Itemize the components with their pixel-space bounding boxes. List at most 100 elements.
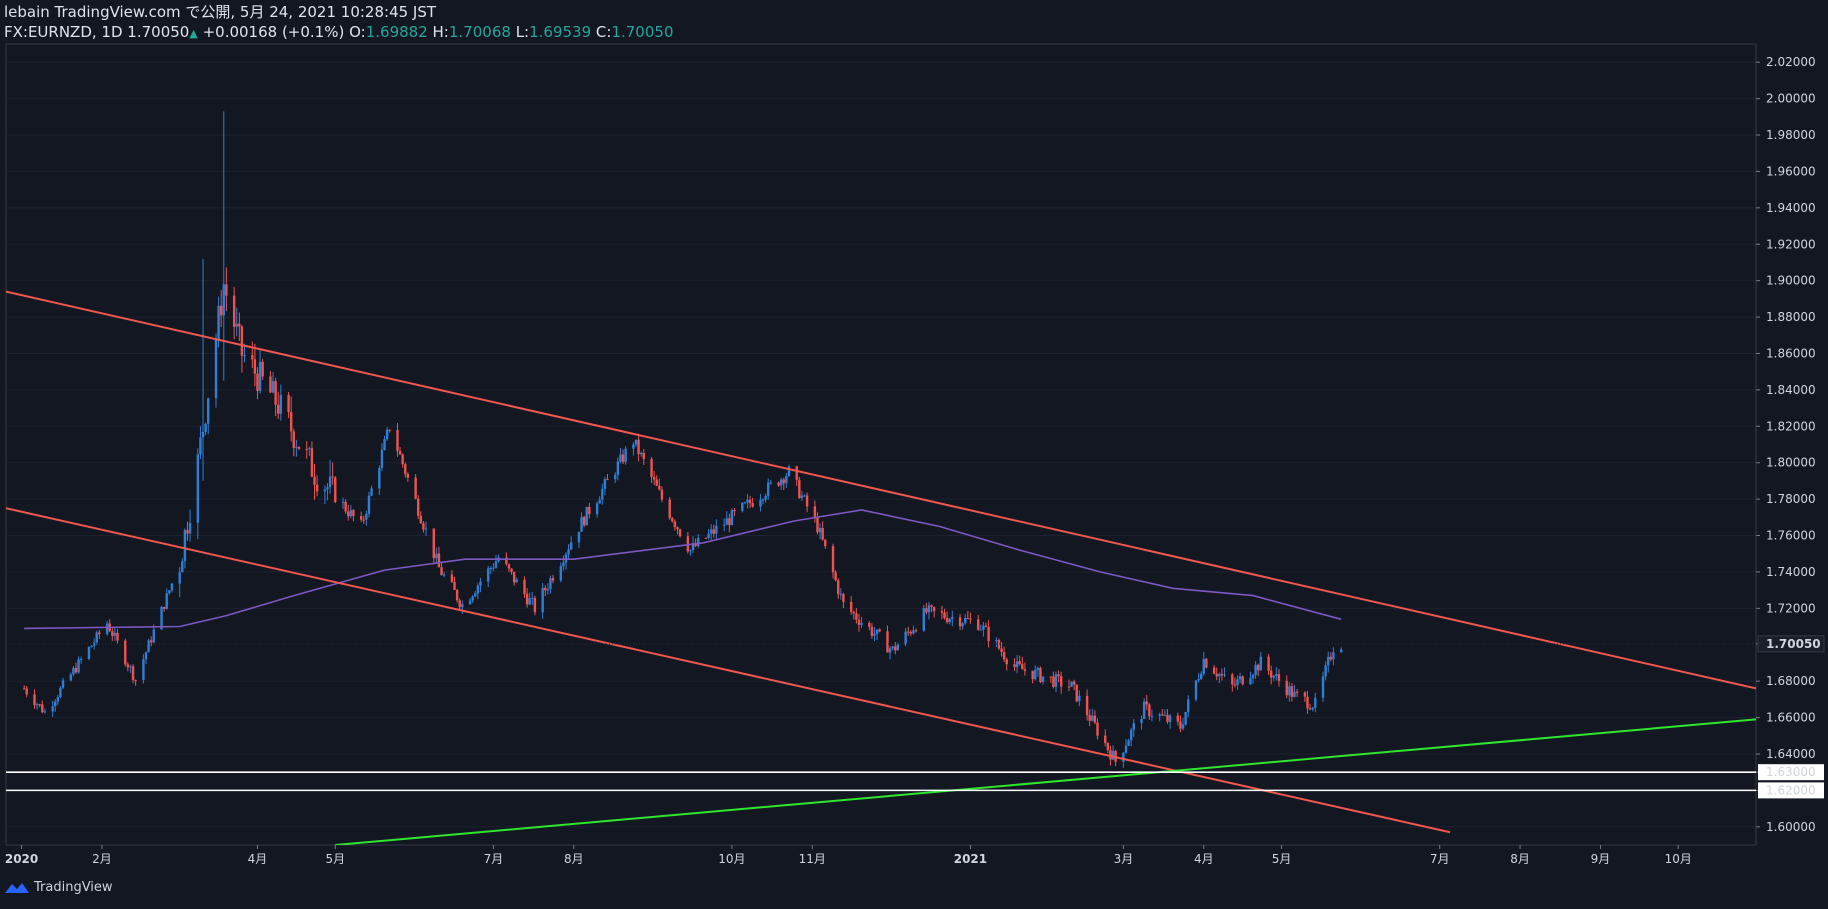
candle-body: [95, 632, 98, 643]
candle: [69, 672, 73, 682]
footer-brand: TradingView: [34, 880, 113, 895]
candle-body: [834, 572, 837, 581]
candle: [995, 637, 998, 647]
candle-body: [655, 479, 658, 486]
y-tick-label: 1.94000: [1766, 201, 1816, 215]
candle: [38, 703, 41, 708]
candle-body: [606, 479, 609, 481]
candle-body: [707, 533, 710, 538]
candle-body: [238, 323, 241, 327]
time-axis[interactable]: 2020 2月 4月 5月 7月 8月 10月 11月 2021 3月 4月 5月 7月 8月 9月 10月: [5, 845, 1692, 866]
y-tick-label: 1.86000: [1766, 346, 1816, 360]
candle: [1088, 709, 1091, 727]
candle-body: [1269, 670, 1273, 678]
candle: [795, 465, 798, 486]
candle: [1295, 689, 1299, 698]
candle-body: [642, 452, 645, 460]
candle-body: [1111, 750, 1115, 760]
candle-body: [1272, 675, 1275, 678]
candle: [417, 495, 420, 520]
low-value: 1.69539: [529, 23, 592, 41]
candle: [256, 367, 259, 400]
candle: [927, 601, 931, 620]
candle-body: [912, 630, 915, 634]
candle: [1197, 672, 1200, 683]
candle: [652, 470, 656, 486]
candle: [1231, 672, 1234, 692]
candle: [671, 516, 674, 523]
candle-body: [253, 359, 257, 374]
candle-body: [468, 600, 472, 605]
candle: [621, 449, 625, 465]
candle-body: [966, 617, 970, 619]
candle: [289, 396, 293, 442]
candle: [779, 477, 783, 490]
candle-body: [349, 510, 353, 517]
candle-body: [380, 449, 384, 468]
y-tick-label: 2.00000: [1766, 92, 1816, 106]
candle-body: [22, 688, 26, 690]
candle-body: [289, 412, 293, 432]
candle: [201, 258, 205, 481]
candle-body: [637, 439, 640, 455]
candle: [35, 702, 39, 710]
candle-body: [365, 513, 368, 520]
candle-body: [907, 631, 910, 633]
candle: [1049, 676, 1053, 683]
candle-body: [852, 611, 855, 614]
candle-body: [1127, 740, 1130, 746]
candle-body: [479, 581, 482, 586]
candle-body: [323, 489, 327, 492]
candle: [92, 638, 96, 650]
candle-body: [1078, 695, 1081, 702]
candle: [98, 629, 101, 639]
candle-body: [367, 495, 371, 514]
candle: [476, 583, 480, 600]
candle: [1023, 662, 1027, 676]
candle: [238, 312, 241, 341]
candle-body: [455, 589, 459, 601]
candle: [831, 543, 835, 579]
candle-body: [1257, 664, 1260, 671]
candle: [746, 493, 749, 509]
candle-body: [295, 446, 298, 448]
candle: [489, 566, 493, 575]
candle: [74, 662, 78, 674]
candle-body: [243, 355, 246, 357]
trendline: [6, 507, 1451, 834]
candle: [878, 628, 881, 633]
y-tick-label: 1.76000: [1766, 529, 1816, 543]
open-value: 1.69882: [365, 23, 428, 41]
candle-body: [453, 581, 456, 590]
candle: [800, 490, 804, 502]
candle: [359, 511, 363, 523]
candle-body: [562, 562, 565, 567]
candle-body: [1220, 674, 1224, 676]
candle-body: [709, 529, 713, 534]
candle: [697, 534, 700, 548]
candle: [743, 501, 747, 504]
candle: [886, 625, 889, 653]
y-tick-label: 1.74000: [1766, 565, 1816, 579]
candle: [1091, 708, 1094, 722]
candle: [453, 576, 456, 591]
candle: [1194, 679, 1198, 702]
candle-body: [183, 529, 187, 562]
candle: [1166, 709, 1169, 724]
candle-body: [134, 679, 137, 681]
candle: [805, 492, 809, 513]
candle: [344, 499, 347, 514]
candle: [1021, 656, 1024, 670]
candle: [305, 440, 308, 459]
candle-body: [142, 659, 145, 681]
candle-body: [1324, 665, 1327, 677]
candle: [875, 629, 879, 640]
candle: [297, 446, 301, 450]
candle: [279, 384, 283, 421]
candle: [987, 620, 990, 648]
price-axis[interactable]: 2.02000 2.00000 1.98000 1.96000 1.94000 1.920…: [1756, 55, 1825, 834]
candle-body: [347, 511, 350, 517]
candle: [1277, 668, 1281, 687]
candle-body: [442, 574, 446, 576]
